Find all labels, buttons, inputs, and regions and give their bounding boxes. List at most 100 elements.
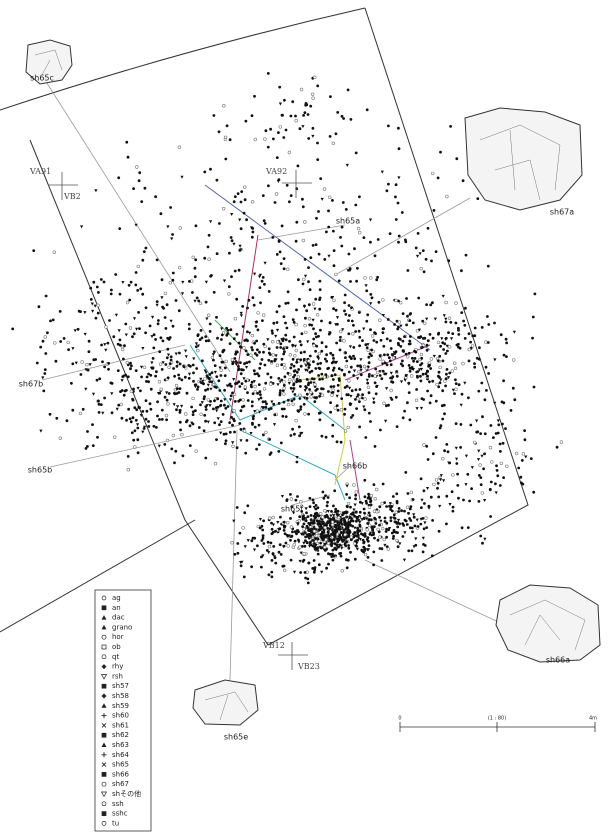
artifact-point <box>489 480 493 484</box>
artifact-point <box>246 391 249 394</box>
artifact-point <box>226 328 230 332</box>
artifact-point <box>125 360 130 365</box>
artifact-point <box>381 482 385 486</box>
artifact-point <box>344 351 347 355</box>
artifact-point <box>195 367 199 370</box>
artifact-point <box>180 378 184 382</box>
artifact-point <box>239 227 243 231</box>
artifact-point <box>294 348 298 353</box>
artifact-point <box>208 373 212 376</box>
artifact-point <box>426 389 429 393</box>
artifact-point <box>283 375 287 379</box>
artifact-point <box>331 378 335 381</box>
artifact-point <box>177 145 182 149</box>
artifact-point <box>307 280 310 284</box>
artifact-point <box>358 230 362 235</box>
scale-ratio: (1 : 80) <box>488 716 506 722</box>
artifact-point <box>292 397 296 401</box>
artifact-point <box>220 338 223 341</box>
artifact-point <box>477 449 481 453</box>
artifact-point <box>281 339 285 343</box>
artifact-point <box>327 332 331 336</box>
artifact-point <box>466 526 470 529</box>
artifact-point <box>312 360 315 364</box>
artifact-point <box>207 376 211 380</box>
artifact-point <box>332 298 336 303</box>
artifact-point <box>145 375 149 379</box>
artifact-point <box>332 538 336 542</box>
artifact-point <box>428 401 432 405</box>
artifact-point <box>212 358 215 362</box>
artifact-point <box>359 373 363 377</box>
artifact-point <box>240 382 244 385</box>
artifact-point <box>447 345 452 349</box>
artifact-point <box>277 178 281 182</box>
artifact-point <box>282 383 286 387</box>
artifact-point <box>421 550 425 554</box>
artifact-point <box>218 366 222 370</box>
artifact-point <box>123 344 126 348</box>
artifact-point <box>411 356 414 360</box>
artifact-point <box>174 299 178 302</box>
artifact-point <box>328 195 332 200</box>
artifact-point <box>220 327 224 331</box>
artifact-point <box>244 349 248 353</box>
artifact-point <box>348 386 352 390</box>
artifact-point <box>425 487 430 490</box>
artifact-point <box>277 450 281 453</box>
legend-label: rsh <box>112 672 123 680</box>
artifact-point <box>250 404 254 408</box>
artifact-point <box>328 523 332 527</box>
artifact-point <box>252 303 256 307</box>
artifact-point <box>258 390 262 394</box>
artifact-point <box>369 293 373 296</box>
artifact-point <box>399 324 403 328</box>
artifact-point <box>174 449 178 453</box>
artifact-point <box>213 385 217 389</box>
artifact-point <box>158 418 161 421</box>
artifact-point <box>292 570 297 574</box>
artifact-point <box>173 461 176 465</box>
artifact-point <box>282 407 286 411</box>
legend-symbol <box>100 791 108 798</box>
artifact-point <box>493 401 497 405</box>
artifact-point <box>415 360 419 363</box>
artifact-point <box>387 403 390 407</box>
artifact-point <box>447 316 452 320</box>
artifact-point <box>96 311 100 315</box>
artifact-point <box>404 352 408 356</box>
artifact-point <box>115 407 119 411</box>
artifact-point <box>240 190 244 194</box>
artifact-point <box>266 338 270 342</box>
artifact-point <box>373 254 377 258</box>
artifact-point <box>354 398 357 401</box>
artifact-point <box>239 311 243 315</box>
artifact-point <box>233 357 237 360</box>
refit-lines <box>189 184 431 501</box>
artifact-point <box>366 385 371 389</box>
artifact-point <box>209 387 213 391</box>
artifact-point <box>221 360 225 364</box>
artifact-point <box>236 551 240 555</box>
artifact-point <box>282 386 286 390</box>
artifact-point <box>261 194 265 198</box>
artifact-point <box>437 529 441 533</box>
artifact-point <box>426 226 430 230</box>
artifact-point <box>289 535 293 538</box>
legend-label: rhy <box>112 663 123 671</box>
artifact-point <box>363 547 367 551</box>
artifact-point <box>414 398 419 402</box>
artifact-point <box>200 336 204 340</box>
artifact-point <box>357 311 361 314</box>
artifact-point <box>230 358 235 362</box>
artifact-point <box>408 369 412 373</box>
artifact-point <box>222 279 227 283</box>
artifact-point <box>408 517 411 520</box>
artifact-point <box>304 102 308 105</box>
artifact-point <box>373 381 377 385</box>
artifact-point <box>320 570 324 574</box>
artifact-point <box>264 430 268 435</box>
artifact-point <box>299 405 303 409</box>
artifact-point <box>196 333 200 336</box>
artifact-point <box>436 340 441 345</box>
